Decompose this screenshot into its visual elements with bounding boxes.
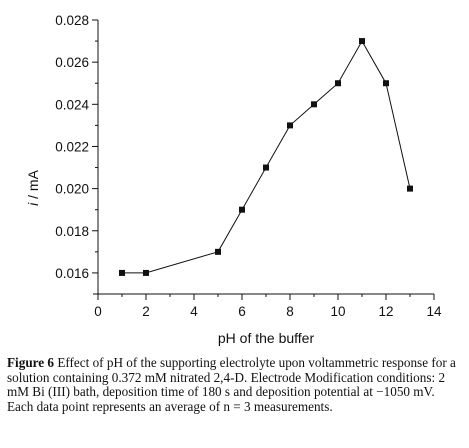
data-point: [359, 38, 365, 45]
x-tick-label: 8: [286, 304, 294, 319]
y-tick-label: 0.016: [55, 266, 89, 281]
ph-effect-chart: 0 2 4 6 8 10 12 14 0.0160.0180.0200.0220.0240.0…: [25, 13, 442, 346]
y-axis-label-symbol: i: [25, 202, 41, 206]
data-point: [239, 206, 245, 213]
y-tick-label: 0.020: [55, 182, 89, 197]
x-axis-ticks: 0 2 4 6 8 10 12 14: [94, 294, 442, 319]
y-tick-label: 0.024: [55, 97, 89, 112]
series-polyline: [122, 40, 411, 274]
data-point: [383, 80, 389, 87]
x-tick-label: 4: [190, 304, 198, 319]
y-tick-label: 0.028: [55, 13, 89, 28]
data-point: [263, 164, 269, 171]
x-axis-label: pH of the buffer: [218, 330, 315, 346]
y-tick-label: 0.026: [55, 55, 89, 70]
x-tick-label: 14: [426, 304, 442, 319]
data-point: [335, 80, 341, 87]
data-point: [287, 122, 293, 129]
y-tick-label: 0.018: [55, 224, 89, 239]
data-point: [143, 269, 149, 276]
x-tick-label: 10: [330, 304, 345, 319]
series-points: [119, 38, 413, 276]
x-tick-label: 6: [238, 304, 246, 319]
figure-caption: Figure 6 Effect of pH of the supporting …: [7, 355, 463, 414]
data-point: [215, 248, 221, 255]
series-line: [122, 40, 411, 274]
data-point: [119, 269, 125, 276]
x-tick-label: 0: [94, 304, 102, 319]
data-point: [407, 185, 413, 192]
caption-label: Figure 6: [7, 355, 55, 370]
y-axis-label-unit: / mA: [25, 169, 41, 202]
caption-text: Effect of pH of the supporting electroly…: [7, 355, 456, 414]
y-axis-label: i / mA: [25, 169, 41, 205]
x-tick-label: 2: [142, 304, 150, 319]
plot-frame: [93, 20, 434, 299]
data-point: [311, 101, 317, 108]
x-tick-label: 12: [378, 304, 393, 319]
y-axis-ticks: 0.016 0.018 0.020 0.022 0.024 0.026 0.028: [55, 13, 98, 295]
y-tick-label: 0.022: [55, 139, 89, 154]
